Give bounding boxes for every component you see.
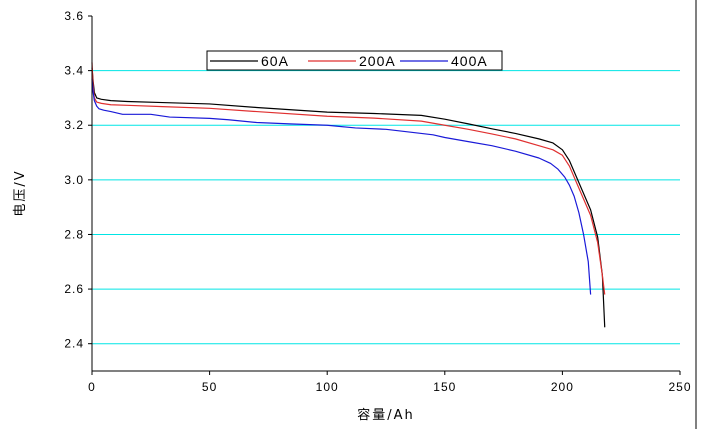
x-tick-label: 0 [88,380,96,394]
x-tick-label: 50 [202,380,217,394]
legend-label-60a: 60A [261,53,289,69]
y-tick-label: 2.4 [64,337,84,351]
series-line-200a [91,62,606,295]
y-tick-label: 2.6 [64,282,84,296]
legend-label-200a: 200A [359,53,396,69]
x-tick-label: 250 [668,380,691,394]
series-line-400a [91,78,592,295]
grid-layer [92,70,680,345]
x-tick-label: 150 [433,380,456,394]
x-tick-label: 100 [316,380,339,394]
legend: 60A 200A 400A [206,50,503,71]
tick-layer: 2.4 2.6 2.8 3.0 3.2 3.4 3.6 0 50 100 150 200 250 [64,9,691,394]
x-axis-title: 容量/Ah [357,407,415,423]
y-tick-label: 3.4 [64,64,84,78]
y-tick-label: 3.2 [64,118,84,132]
y-tick-label: 3.0 [64,173,84,187]
y-tick-label: 3.6 [64,9,84,23]
series-layer [91,62,606,328]
x-tick-label: 200 [551,380,574,394]
series-line-60a [91,67,606,328]
legend-label-400a: 400A [451,53,488,69]
y-tick-label: 2.8 [64,227,84,241]
y-axis-title: 电压/V [13,169,28,216]
axis-layer [91,0,697,429]
